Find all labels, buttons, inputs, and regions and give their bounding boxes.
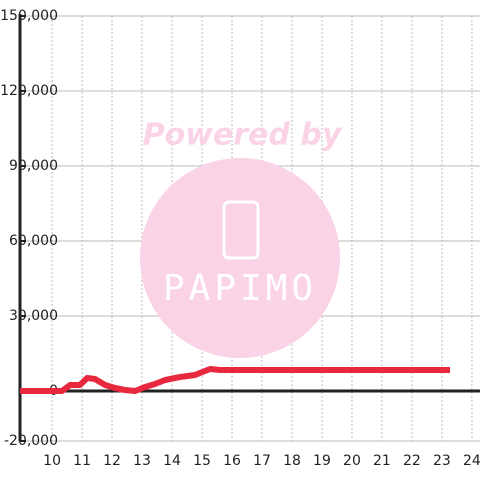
- watermark-icon: [222, 200, 260, 260]
- x-tick-label: 20: [343, 453, 361, 469]
- x-tick-label: 18: [283, 453, 301, 469]
- x-tick-label: 10: [43, 453, 61, 469]
- y-tick-label: 90,000: [9, 158, 58, 174]
- x-tick-label: 12: [103, 453, 121, 469]
- watermark: Powered by PAPIMO: [140, 118, 343, 358]
- x-tick-label: 17: [253, 453, 271, 469]
- watermark-title: Powered by: [143, 118, 343, 153]
- y-tick-label: 30,000: [9, 308, 58, 324]
- x-tick-label: 13: [133, 453, 151, 469]
- x-tick-label: 23: [433, 453, 451, 469]
- x-tick-label: 14: [163, 453, 181, 469]
- y-tick-label: -20,000: [4, 433, 58, 449]
- x-tick-label: 19: [313, 453, 331, 469]
- y-tick-label: 60,000: [9, 233, 58, 249]
- x-tick-label: 21: [373, 453, 391, 469]
- x-tick-label: 11: [73, 453, 91, 469]
- y-tick-label: 120,000: [0, 83, 58, 99]
- x-tick-label: 22: [403, 453, 421, 469]
- x-tick-label: 16: [223, 453, 241, 469]
- data-line: [20, 366, 451, 394]
- x-tick-label: 24: [463, 453, 480, 469]
- watermark-logo: PAPIMO: [163, 268, 317, 309]
- y-tick-label: 150,000: [0, 8, 58, 24]
- x-tick-label: 15: [193, 453, 211, 469]
